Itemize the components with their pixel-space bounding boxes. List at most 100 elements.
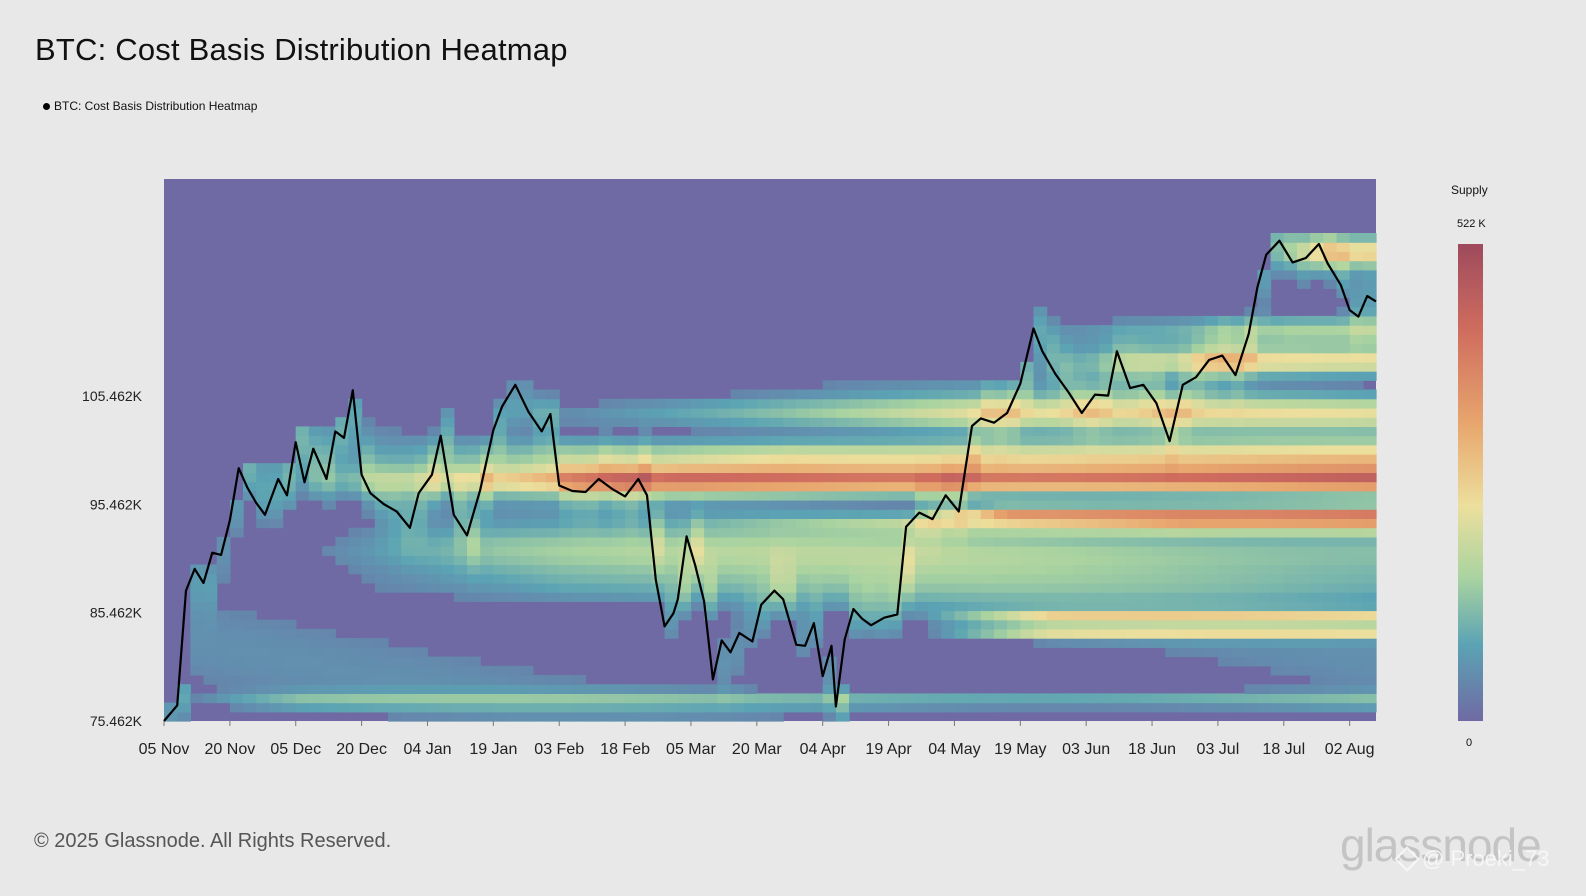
heatmap-cell xyxy=(862,527,876,538)
heatmap-cell xyxy=(467,490,481,501)
heatmap-cell xyxy=(322,454,336,464)
heatmap-cell xyxy=(1165,601,1179,612)
heatmap-cell xyxy=(1349,527,1364,538)
heatmap-cell xyxy=(374,435,389,446)
heatmap-cell xyxy=(994,444,1008,455)
heatmap-cell xyxy=(1270,315,1285,326)
heatmap-cell xyxy=(1046,573,1061,584)
heatmap-cell xyxy=(651,536,666,547)
heatmap-cell xyxy=(256,463,270,473)
heatmap-cell xyxy=(980,619,995,630)
heatmap-cell xyxy=(677,527,692,538)
heatmap-cell xyxy=(822,693,837,704)
heatmap-cell xyxy=(980,380,995,391)
heatmap-cell xyxy=(493,536,508,547)
heatmap-cell xyxy=(1073,490,1087,501)
heatmap-cell xyxy=(967,426,982,437)
heatmap-cell xyxy=(1244,518,1259,529)
heatmap-cell xyxy=(256,647,270,658)
heatmap-cell xyxy=(282,684,297,694)
heatmap-cell xyxy=(1033,380,1048,391)
heatmap-cell xyxy=(585,546,600,556)
heatmap-cell xyxy=(453,518,468,529)
heatmap-cell xyxy=(980,702,995,713)
heatmap-cell xyxy=(1323,398,1338,409)
heatmap-cell xyxy=(941,702,956,713)
heatmap-cell xyxy=(1310,260,1324,271)
heatmap-cell xyxy=(796,435,811,446)
heatmap-cell xyxy=(770,509,784,519)
heatmap-cell xyxy=(572,481,587,492)
heatmap-cell xyxy=(941,500,956,510)
heatmap-cell xyxy=(651,693,666,704)
heatmap-cell xyxy=(1336,242,1351,252)
heatmap-cell xyxy=(1244,610,1259,621)
heatmap-cell xyxy=(1323,546,1338,556)
legend[interactable]: BTC: Cost Basis Distribution Heatmap xyxy=(43,99,257,113)
heatmap-cell xyxy=(506,490,521,501)
heatmap-cell xyxy=(1244,389,1259,400)
y-tick-label: 85.462K xyxy=(90,605,143,621)
heatmap-cell xyxy=(809,564,824,575)
heatmap-cell xyxy=(532,398,547,409)
heatmap-cell xyxy=(783,490,797,501)
heatmap-cell xyxy=(243,619,257,630)
heatmap-cell xyxy=(598,536,613,547)
heatmap-cell xyxy=(796,638,811,648)
heatmap-cell xyxy=(1138,325,1153,335)
heatmap-cell xyxy=(1270,371,1285,381)
heatmap-cell xyxy=(1297,656,1311,667)
heatmap-cell xyxy=(1310,518,1324,529)
heatmap-cell xyxy=(901,426,916,437)
heatmap-cell xyxy=(1204,619,1219,630)
heatmap-cell xyxy=(1033,702,1048,713)
heatmap-cell xyxy=(374,702,389,713)
heatmap-cell xyxy=(388,647,402,658)
heatmap-cell xyxy=(941,463,956,473)
heatmap-cell xyxy=(638,527,653,538)
heatmap-cell xyxy=(493,711,508,722)
heatmap-cell xyxy=(1033,546,1048,556)
heatmap-cell xyxy=(1073,601,1087,612)
heatmap-cell xyxy=(1099,472,1114,483)
heatmap-cell xyxy=(1178,638,1193,648)
heatmap-cell xyxy=(1257,638,1272,648)
heatmap-cell xyxy=(1283,260,1298,271)
heatmap-cell xyxy=(1086,500,1100,510)
y-tick-label: 75.462K xyxy=(90,713,143,729)
heatmap-cell xyxy=(401,582,415,593)
heatmap-cell xyxy=(1297,380,1311,391)
heatmap-cell xyxy=(546,490,560,501)
heatmap-cell xyxy=(1244,592,1259,602)
heatmap-cell xyxy=(928,398,942,409)
heatmap-cell xyxy=(1125,444,1140,455)
heatmap-cell xyxy=(256,500,270,510)
heatmap-cell xyxy=(1046,408,1061,418)
heatmap-cell xyxy=(625,398,639,409)
heatmap-cell xyxy=(1086,361,1100,372)
heatmap-cell xyxy=(928,435,942,446)
heatmap-cell xyxy=(1152,325,1166,335)
heatmap-cell xyxy=(664,693,679,704)
heatmap-cell xyxy=(1231,564,1245,575)
heatmap-cell xyxy=(928,592,942,602)
heatmap-cell xyxy=(1165,619,1179,630)
heatmap-cell xyxy=(598,500,613,510)
heatmap-cell xyxy=(1217,536,1232,547)
heatmap-cell xyxy=(809,389,824,400)
heatmap-cell xyxy=(1178,334,1193,345)
heatmap-cell xyxy=(980,518,995,529)
heatmap-cell xyxy=(835,472,850,483)
heatmap-cell xyxy=(1152,361,1166,372)
heatmap-cell xyxy=(1152,472,1166,483)
heatmap-cell xyxy=(822,546,837,556)
heatmap-cell xyxy=(401,693,415,704)
heatmap-cell xyxy=(546,527,560,538)
heatmap-cell xyxy=(1244,334,1259,345)
heatmap-cell xyxy=(414,500,429,510)
heatmap-cell xyxy=(190,601,205,612)
heatmap-cell xyxy=(770,389,784,400)
heatmap-cell xyxy=(453,592,468,602)
heatmap-cell xyxy=(1204,592,1219,602)
heatmap-cell xyxy=(506,481,521,492)
